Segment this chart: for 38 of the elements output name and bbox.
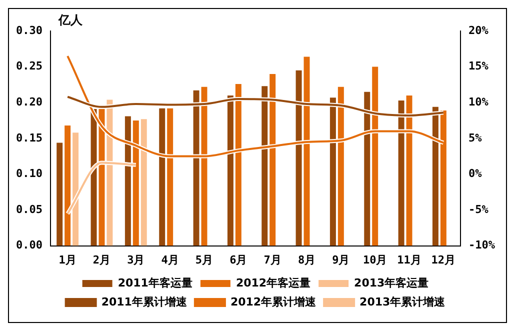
x-tick-label: 6月 — [230, 253, 248, 266]
x-tick-label: 2月 — [92, 253, 111, 266]
x-tick-label: 9月 — [332, 253, 350, 266]
bar — [124, 116, 131, 246]
y-tick-label: 0.00 — [16, 238, 42, 252]
legend-label: 2013年客运量 — [354, 276, 429, 290]
x-tick-label: 3月 — [127, 253, 145, 266]
legend-label: 2013年累计增速 — [360, 295, 446, 308]
y2-tick-label: -5% — [468, 202, 489, 216]
y2-tick-label: 5% — [468, 131, 482, 144]
y-tick-label: 0.20 — [16, 95, 42, 108]
x-tick-label: 4月 — [161, 253, 179, 266]
legend-label: 2011年客运量 — [118, 276, 192, 290]
x-tick-label: 7月 — [264, 253, 282, 266]
y2-tick-label: 15% — [468, 60, 489, 73]
bar — [140, 119, 147, 246]
y-tick-label: 0.10 — [16, 167, 42, 180]
y2-tick-label: 20% — [468, 24, 489, 37]
y-tick-label: 0.15 — [16, 131, 42, 144]
x-tick-label: 10月 — [362, 253, 388, 266]
bar — [159, 108, 166, 246]
x-tick-label: 12月 — [431, 253, 456, 266]
legend-label: 2012年累计增速 — [230, 295, 318, 308]
x-tick-label: 1月 — [58, 253, 76, 266]
y2-tick-label: 10% — [468, 95, 489, 108]
x-tick-label: 8月 — [298, 253, 316, 266]
y-tick-label: 0.05 — [16, 202, 42, 216]
y2-tick-label: -10% — [468, 238, 496, 252]
y-tick-label: 0.25 — [16, 60, 42, 73]
x-tick-label: 5月 — [195, 253, 214, 266]
bar — [56, 142, 63, 246]
y-axis-title: 亿人 — [57, 13, 84, 28]
y2-tick-label: 0% — [468, 167, 482, 180]
legend-label: 2011年累计增速 — [101, 295, 188, 308]
legend-label: 2012年客运量 — [236, 276, 311, 290]
x-tick-label: 11月 — [397, 253, 422, 266]
bar — [64, 126, 71, 246]
y-tick-label: 0.30 — [16, 24, 42, 37]
